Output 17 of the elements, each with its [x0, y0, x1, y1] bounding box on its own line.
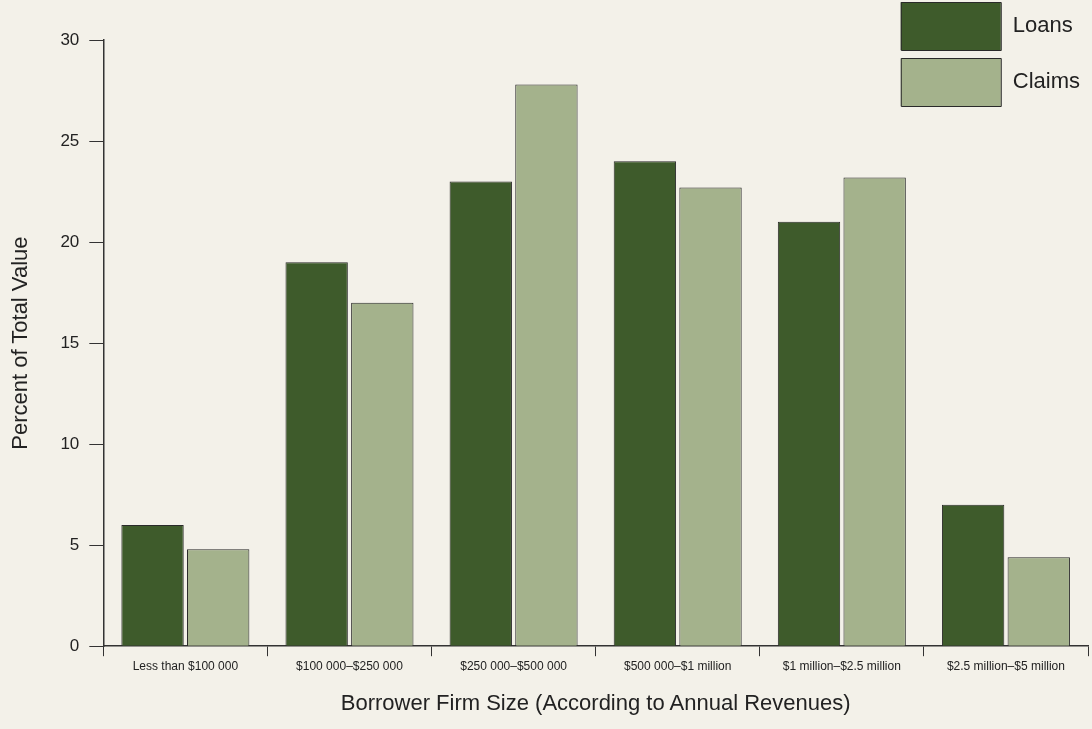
x-tick-label: $1 million–$2.5 million: [782, 658, 901, 673]
x-tick-label: $250 000–$500 000: [460, 658, 568, 673]
x-tick-label: Less than $100 000: [132, 658, 239, 673]
x-tick-label: $500 000–$1 million: [624, 658, 732, 673]
y-tick-label: 30: [60, 29, 80, 49]
x-axis-title: Borrower Firm Size (According to Annual Revenues): [340, 689, 851, 715]
y-tick-label: 15: [60, 332, 80, 352]
y-tick-label: 0: [69, 635, 80, 655]
y-tick-label: 25: [60, 130, 80, 150]
x-tick-label: $2.5 million–$5 million: [946, 658, 1065, 673]
legend-label: Claims: [1012, 68, 1081, 94]
y-tick-label: 20: [60, 231, 80, 251]
y-tick-label: 5: [69, 534, 80, 554]
y-axis-title: Percent of Total Value: [7, 236, 33, 450]
legend-label: Loans: [1012, 12, 1073, 38]
y-tick-label: 10: [60, 433, 80, 453]
x-tick-label: $100 000–$250 000: [296, 658, 404, 673]
